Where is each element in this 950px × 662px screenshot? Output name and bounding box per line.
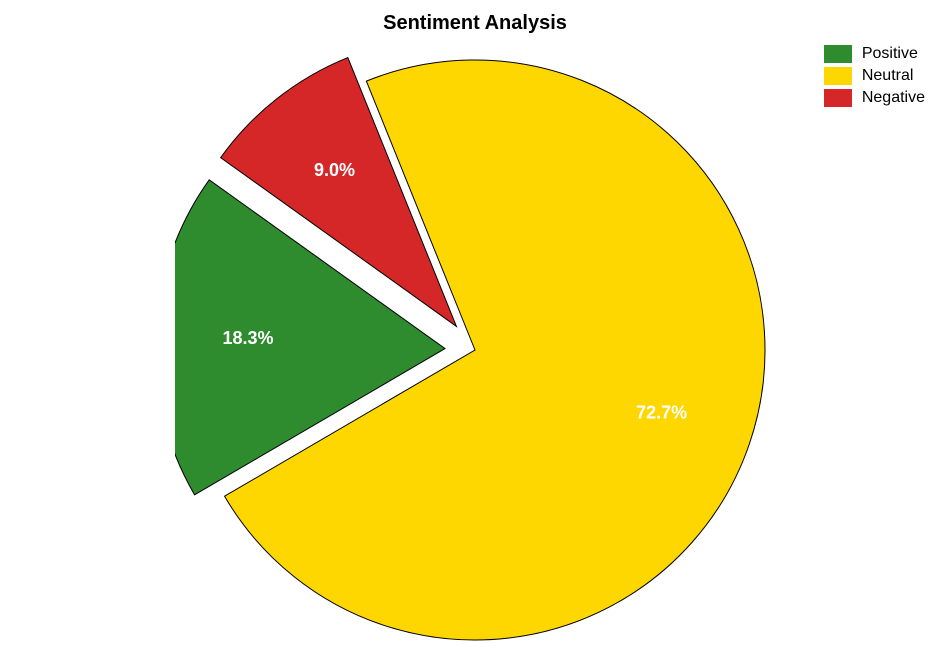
legend-item: Negative — [824, 89, 925, 107]
chart-title: Sentiment Analysis — [383, 12, 567, 35]
legend-swatch — [824, 45, 852, 63]
legend-item: Neutral — [824, 67, 925, 85]
legend-swatch — [824, 89, 852, 107]
legend-item: Positive — [824, 45, 925, 63]
pie-label-negative: 9.0% — [314, 160, 355, 180]
legend-label: Neutral — [862, 67, 914, 85]
legend-label: Positive — [862, 45, 918, 63]
legend: Positive Neutral Negative — [824, 45, 925, 111]
pie-svg: 72.7% 18.3% 9.0% — [175, 50, 775, 650]
pie-label-positive: 18.3% — [223, 328, 274, 348]
pie-label-neutral: 72.7% — [636, 402, 687, 422]
legend-label: Negative — [862, 89, 925, 107]
sentiment-pie-chart: Sentiment Analysis 72.7% 18.3% 9.0% Positi… — [0, 0, 950, 662]
legend-swatch — [824, 67, 852, 85]
